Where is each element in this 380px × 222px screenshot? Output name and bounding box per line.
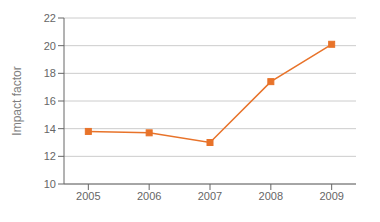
svg-text:2007: 2007 xyxy=(198,190,222,202)
svg-text:18: 18 xyxy=(44,67,56,79)
svg-text:22: 22 xyxy=(44,12,56,24)
svg-text:2009: 2009 xyxy=(319,190,343,202)
svg-text:2006: 2006 xyxy=(137,190,161,202)
svg-text:10: 10 xyxy=(44,178,56,190)
svg-text:12: 12 xyxy=(44,150,56,162)
svg-text:16: 16 xyxy=(44,95,56,107)
svg-text:14: 14 xyxy=(44,123,56,135)
svg-text:2008: 2008 xyxy=(259,190,283,202)
svg-text:20: 20 xyxy=(44,40,56,52)
svg-text:Impact factor: Impact factor xyxy=(10,66,24,135)
svg-text:2005: 2005 xyxy=(76,190,100,202)
